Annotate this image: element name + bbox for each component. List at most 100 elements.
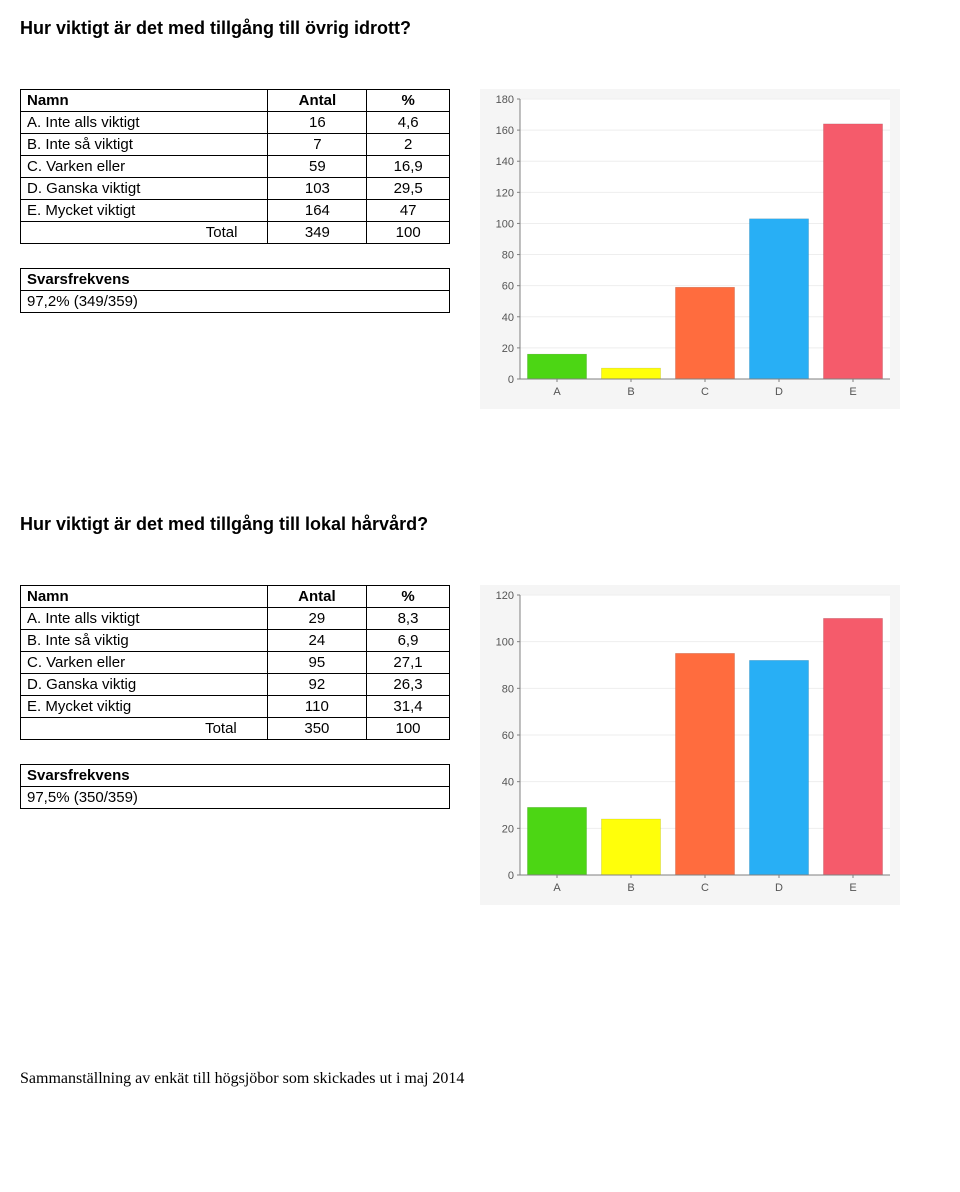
cell: 164 <box>268 200 367 222</box>
svg-text:D: D <box>775 386 783 398</box>
cell: 2 <box>367 134 450 156</box>
cell: 47 <box>367 200 450 222</box>
col-namn: Namn <box>21 586 268 608</box>
cell: 103 <box>268 178 367 200</box>
section1-tables: Namn Antal % A. Inte alls viktigt164,6 B… <box>20 89 450 313</box>
cell: D. Ganska viktigt <box>21 178 268 200</box>
section1-freq-table: Svarsfrekvens 97,2% (349/359) <box>20 268 450 313</box>
cell: 26,3 <box>367 674 450 696</box>
table-total-row: Total349100 <box>21 222 450 244</box>
cell: A. Inte alls viktigt <box>21 608 268 630</box>
svg-text:160: 160 <box>496 125 514 137</box>
svg-text:100: 100 <box>496 218 514 230</box>
cell: 8,3 <box>367 608 450 630</box>
freq-label: Svarsfrekvens <box>21 269 450 291</box>
svg-text:D: D <box>775 882 783 894</box>
cell: B. Inte så viktigt <box>21 134 268 156</box>
col-pct: % <box>367 586 450 608</box>
svg-text:20: 20 <box>502 823 514 835</box>
table-row: A. Inte alls viktigt298,3 <box>21 608 450 630</box>
cell: Total <box>21 222 268 244</box>
question-1: Hur viktigt är det med tillgång till övr… <box>20 18 940 39</box>
svg-text:E: E <box>849 882 856 894</box>
table-row: B. Inte så viktigt72 <box>21 134 450 156</box>
table-total-row: Total350100 <box>21 718 450 740</box>
section1-chart: 0 20 40 60 80 100 120 140 160 180 A B C D E <box>480 89 900 414</box>
section-1: Namn Antal % A. Inte alls viktigt164,6 B… <box>20 89 940 414</box>
cell: 16,9 <box>367 156 450 178</box>
cell: 7 <box>268 134 367 156</box>
freq-value: 97,2% (349/359) <box>21 291 450 313</box>
table-row: A. Inte alls viktigt164,6 <box>21 112 450 134</box>
svg-text:80: 80 <box>502 683 514 695</box>
bar-chart-svg: 0 20 40 60 80 100 120 140 160 180 A B C D E <box>480 89 900 409</box>
svg-text:140: 140 <box>496 156 514 168</box>
svg-text:40: 40 <box>502 777 514 789</box>
question-2: Hur viktigt är det med tillgång till lok… <box>20 514 940 535</box>
svg-text:0: 0 <box>508 870 514 882</box>
svg-text:20: 20 <box>502 343 514 355</box>
svg-text:120: 120 <box>496 187 514 199</box>
cell: 24 <box>267 630 366 652</box>
svg-text:A: A <box>553 386 561 398</box>
col-antal: Antal <box>268 90 367 112</box>
cell: 29 <box>267 608 366 630</box>
cell: 95 <box>267 652 366 674</box>
cell: C. Varken eller <box>21 652 268 674</box>
freq-value: 97,5% (350/359) <box>21 787 450 809</box>
svg-text:80: 80 <box>502 250 514 262</box>
svg-text:60: 60 <box>502 730 514 742</box>
section-2: Namn Antal % A. Inte alls viktigt298,3 B… <box>20 585 940 910</box>
svg-text:120: 120 <box>496 590 514 602</box>
col-antal: Antal <box>267 586 366 608</box>
cell: E. Mycket viktigt <box>21 200 268 222</box>
section1-data-table: Namn Antal % A. Inte alls viktigt164,6 B… <box>20 89 450 244</box>
cell: 16 <box>268 112 367 134</box>
cell: 100 <box>367 718 450 740</box>
svg-text:E: E <box>849 386 856 398</box>
table-row: D. Ganska viktigt10329,5 <box>21 178 450 200</box>
page-footer: Sammanställning av enkät till högsjöbor … <box>20 1070 940 1088</box>
cell: 27,1 <box>367 652 450 674</box>
section2-freq-table: Svarsfrekvens 97,5% (350/359) <box>20 764 450 809</box>
cell: D. Ganska viktig <box>21 674 268 696</box>
svg-text:B: B <box>627 882 634 894</box>
cell: 4,6 <box>367 112 450 134</box>
svg-text:B: B <box>627 386 634 398</box>
svg-text:C: C <box>701 882 709 894</box>
cell: 29,5 <box>367 178 450 200</box>
table-row: C. Varken eller5916,9 <box>21 156 450 178</box>
col-namn: Namn <box>21 90 268 112</box>
cell: E. Mycket viktig <box>21 696 268 718</box>
table-row: C. Varken eller9527,1 <box>21 652 450 674</box>
cell: 350 <box>267 718 366 740</box>
svg-text:180: 180 <box>496 94 514 106</box>
cell: C. Varken eller <box>21 156 268 178</box>
col-pct: % <box>367 90 450 112</box>
svg-text:A: A <box>553 882 561 894</box>
svg-text:C: C <box>701 386 709 398</box>
cell: 110 <box>267 696 366 718</box>
cell: 100 <box>367 222 450 244</box>
svg-text:40: 40 <box>502 312 514 324</box>
freq-label: Svarsfrekvens <box>21 765 450 787</box>
cell: Total <box>21 718 268 740</box>
cell: 349 <box>268 222 367 244</box>
cell: B. Inte så viktig <box>21 630 268 652</box>
svg-text:0: 0 <box>508 374 514 386</box>
cell: 31,4 <box>367 696 450 718</box>
section2-data-table: Namn Antal % A. Inte alls viktigt298,3 B… <box>20 585 450 740</box>
cell: 6,9 <box>367 630 450 652</box>
section2-chart: 0 20 40 60 80 100 120 A B C D E <box>480 585 900 910</box>
cell: 92 <box>267 674 366 696</box>
svg-text:60: 60 <box>502 281 514 293</box>
bar-chart-svg: 0 20 40 60 80 100 120 A B C D E <box>480 585 900 905</box>
cell: 59 <box>268 156 367 178</box>
table-row: B. Inte så viktig246,9 <box>21 630 450 652</box>
section2-tables: Namn Antal % A. Inte alls viktigt298,3 B… <box>20 585 450 809</box>
table-row: D. Ganska viktig9226,3 <box>21 674 450 696</box>
table-row: E. Mycket viktigt16447 <box>21 200 450 222</box>
svg-text:100: 100 <box>496 637 514 649</box>
cell: A. Inte alls viktigt <box>21 112 268 134</box>
table-row: E. Mycket viktig11031,4 <box>21 696 450 718</box>
